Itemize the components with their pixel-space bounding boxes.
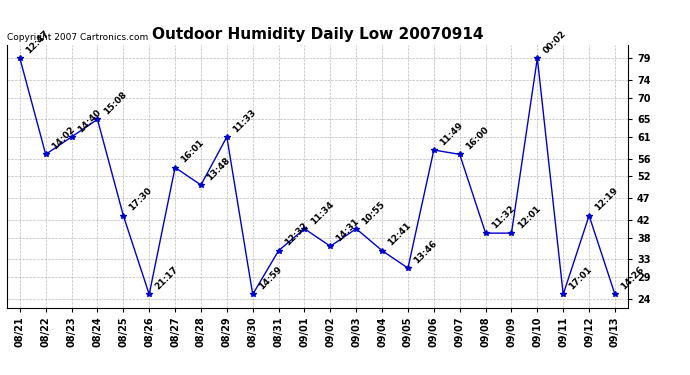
Text: 16:01: 16:01 — [179, 138, 206, 165]
Text: Copyright 2007 Cartronics.com: Copyright 2007 Cartronics.com — [7, 33, 148, 42]
Text: 12:47: 12:47 — [24, 28, 51, 56]
Text: 14:40: 14:40 — [76, 107, 102, 134]
Text: 11:34: 11:34 — [308, 199, 335, 226]
Text: 12:41: 12:41 — [386, 221, 413, 248]
Text: 00:02: 00:02 — [542, 29, 568, 56]
Text: 11:32: 11:32 — [490, 204, 516, 230]
Text: 12:01: 12:01 — [515, 204, 542, 230]
Text: 11:49: 11:49 — [438, 120, 465, 147]
Text: 13:46: 13:46 — [412, 238, 439, 266]
Text: 14:02: 14:02 — [50, 125, 77, 152]
Text: 14:31: 14:31 — [335, 217, 361, 243]
Text: 15:08: 15:08 — [101, 90, 128, 117]
Text: 17:30: 17:30 — [128, 186, 154, 213]
Title: Outdoor Humidity Daily Low 20070914: Outdoor Humidity Daily Low 20070914 — [152, 27, 483, 42]
Text: 13:48: 13:48 — [205, 156, 232, 182]
Text: 10:55: 10:55 — [360, 200, 387, 226]
Text: 12:19: 12:19 — [593, 186, 620, 213]
Text: 14:59: 14:59 — [257, 265, 284, 292]
Text: 12:32: 12:32 — [283, 221, 309, 248]
Text: 16:00: 16:00 — [464, 125, 491, 152]
Text: 21:17: 21:17 — [153, 265, 180, 292]
Text: 14:26: 14:26 — [619, 265, 646, 292]
Text: 11:33: 11:33 — [231, 108, 257, 134]
Text: 17:01: 17:01 — [567, 265, 594, 292]
